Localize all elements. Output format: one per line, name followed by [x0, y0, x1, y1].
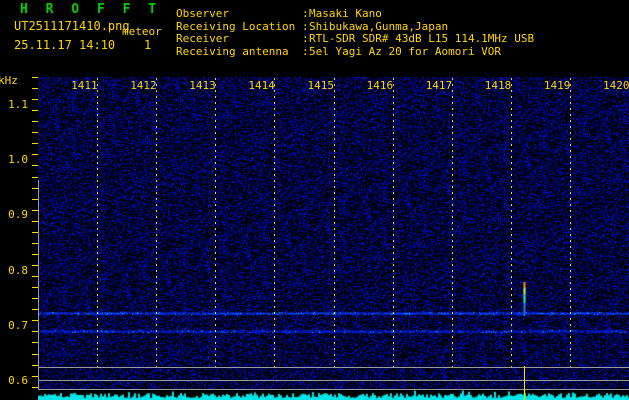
metadata-block: Observer: Masaki Kano Receiving Location: S…: [176, 7, 534, 59]
amplitude-waveform[interactable]: [38, 390, 629, 400]
spectrogram-canvas[interactable]: [38, 77, 629, 395]
header: H R O F F T UT2511171410.png meteor 25.1…: [0, 0, 629, 70]
y-tick-minor: [32, 254, 38, 255]
y-tick-minor: [32, 77, 38, 78]
x-tick-label: 1417: [425, 79, 453, 92]
y-tick-minor: [32, 221, 38, 222]
y-tick-minor: [32, 199, 38, 200]
y-tick-label: 0.9: [8, 208, 28, 222]
x-tick-label: 1415: [307, 79, 335, 92]
y-tick-minor: [32, 88, 38, 89]
x-tick-dashes: [97, 70, 98, 400]
metadata-colon: :: [302, 44, 309, 58]
x-tick-label: 1420: [603, 79, 629, 92]
metadata-row: Receiver: RTL-SDR SDR# 43dB L15 114.1MHz …: [176, 33, 534, 46]
x-tick-dashes: [274, 70, 275, 400]
y-tick-minor: [32, 342, 38, 343]
x-tick-dashes: [570, 70, 571, 400]
x-tick-label: 1412: [130, 79, 157, 92]
y-tick-label: 0.7: [8, 318, 28, 332]
metadata-key: Receiver: [176, 32, 229, 46]
reference-line-2: [38, 380, 629, 381]
y-tick-minor: [32, 210, 38, 211]
y-tick-minor: [32, 154, 38, 155]
metadata-colon: :: [302, 32, 309, 46]
plot-area: kHz 1.1 1.0 0.9 0.8 0.7 0.6 1411 1412 1413 1414 1…: [0, 70, 629, 400]
app-title: H R O F F T: [20, 2, 162, 17]
y-tick-minor: [32, 188, 38, 189]
metadata-value: 5el Yagi Az 20 for Aomori VOR: [309, 44, 502, 58]
y-tick-minor: [32, 276, 38, 277]
x-tick-dashes: [334, 70, 335, 400]
y-tick-minor: [32, 132, 38, 133]
y-tick-label: 1.1: [8, 97, 28, 111]
y-tick-minor: [32, 121, 38, 122]
y-tick-label: 0.8: [8, 263, 28, 277]
y-tick-minor: [32, 320, 38, 321]
metadata-value: Masaki Kano: [309, 7, 382, 20]
y-tick-minor: [32, 110, 38, 111]
x-tick-label: 1419: [543, 79, 571, 92]
metadata-value: Shibukawa,Gunma,Japan: [309, 19, 449, 33]
x-tick-label: 1416: [366, 79, 394, 92]
x-tick-label: 1418: [484, 79, 512, 92]
y-tick-minor: [32, 354, 38, 355]
filename-label: UT2511171410.png: [14, 19, 130, 33]
y-tick-minor: [32, 265, 38, 266]
noise-texture: [38, 77, 629, 395]
y-axis: kHz 1.1 1.0 0.9 0.8 0.7 0.6: [0, 70, 38, 400]
x-tick-dashes: [156, 70, 157, 400]
metadata-colon: :: [302, 19, 309, 33]
x-tick-label: 1411: [71, 79, 98, 92]
y-tick-minor: [32, 387, 38, 388]
y-axis-line: [38, 180, 39, 395]
mode-label: meteor: [122, 25, 162, 38]
y-tick-minor: [32, 298, 38, 299]
y-axis-unit-label: kHz: [0, 74, 18, 87]
x-tick-label: 1414: [248, 79, 275, 92]
x-tick-dashes: [511, 70, 512, 400]
y-tick-minor: [32, 309, 38, 310]
y-tick-label: 1.0: [8, 152, 28, 166]
metadata-key: Observer: [176, 7, 229, 20]
metadata-row: Receiving Location: Shibukawa,Gunma,Japan: [176, 19, 534, 34]
x-tick-dashes: [452, 70, 453, 400]
y-tick-minor: [32, 365, 38, 366]
y-tick-minor: [32, 232, 38, 233]
reference-line-3: [38, 389, 629, 390]
y-tick-minor: [32, 143, 38, 144]
y-tick-minor: [32, 376, 38, 377]
y-tick-label: 0.6: [8, 374, 28, 388]
datestamp-label: 25.11.17 14:10 1: [14, 38, 152, 52]
y-tick-minor: [32, 243, 38, 244]
y-tick-minor: [32, 331, 38, 332]
metadata-row: Observer: Masaki Kano: [176, 7, 534, 21]
metadata-key: Receiving antenna: [176, 44, 289, 58]
metadata-colon: :: [302, 7, 309, 20]
x-tick-dashes: [393, 70, 394, 400]
y-tick-minor: [32, 177, 38, 178]
y-tick-minor: [32, 99, 38, 100]
x-tick-label: 1413: [189, 79, 216, 92]
metadata-value: RTL-SDR SDR# 43dB L15 114.1MHz USB: [309, 32, 535, 46]
meteor-event-marker: [524, 366, 525, 400]
x-tick-dashes: [215, 70, 216, 400]
metadata-row: Receiving antenna:5el Yagi Az 20 for Aom…: [176, 44, 534, 59]
reference-line-1: [38, 367, 629, 368]
y-tick-minor: [32, 287, 38, 288]
metadata-key: Receiving Location: [176, 19, 296, 33]
y-tick-minor: [32, 165, 38, 166]
